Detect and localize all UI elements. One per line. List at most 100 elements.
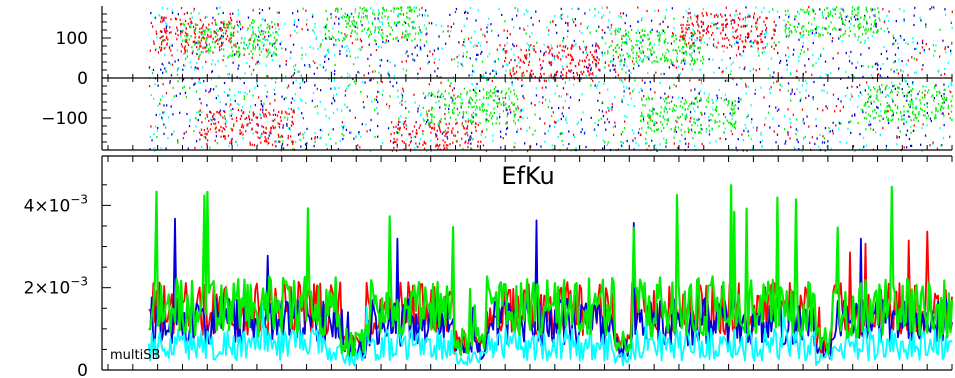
scatter-point-blue xyxy=(585,65,588,69)
scatter-point-green xyxy=(398,131,400,134)
scatter-point-red xyxy=(233,31,235,34)
scatter-point-green xyxy=(294,64,297,67)
scatter-point-green xyxy=(644,29,646,32)
scatter-point-red xyxy=(163,28,165,31)
scatter-point-red xyxy=(444,134,446,137)
scatter-point-red xyxy=(436,143,438,146)
scatter-point-red xyxy=(606,118,609,121)
scatter-point-cyan xyxy=(231,112,233,116)
scatter-point-green xyxy=(688,105,690,108)
scatter-point-cyan xyxy=(163,111,165,114)
scatter-point-red xyxy=(681,35,684,38)
scatter-point-blue xyxy=(219,109,222,112)
scatter-point-green xyxy=(693,48,695,52)
scatter-point-cyan xyxy=(322,39,324,42)
scatter-point-blue xyxy=(453,87,455,90)
scatter-point-green xyxy=(284,116,286,119)
scatter-point-blue xyxy=(223,110,225,113)
scatter-point-blue xyxy=(435,133,437,136)
scatter-point-blue xyxy=(375,42,377,46)
scatter-point-red xyxy=(526,150,529,153)
scatter-point-red xyxy=(277,133,280,136)
scatter-point-green xyxy=(649,41,651,44)
scatter-point-cyan xyxy=(945,51,947,54)
scatter-point-green xyxy=(186,50,188,53)
scatter-point-red xyxy=(598,68,600,71)
scatter-point-red xyxy=(538,79,540,82)
scatter-point-blue xyxy=(899,35,902,38)
scatter-point-cyan xyxy=(164,46,167,49)
scatter-point-green xyxy=(647,122,649,125)
scatter-point-red xyxy=(591,72,593,76)
scatter-point-red xyxy=(491,79,493,83)
scatter-point-red xyxy=(185,27,187,30)
scatter-point-cyan xyxy=(458,54,460,57)
scatter-point-green xyxy=(215,23,218,26)
scatter-point-blue xyxy=(612,63,614,66)
scatter-point-red xyxy=(477,145,479,148)
scatter-point-cyan xyxy=(398,13,400,16)
scatter-point-red xyxy=(921,46,924,49)
scatter-point-green xyxy=(493,107,495,110)
scatter-point-blue xyxy=(530,102,533,105)
scatter-point-red xyxy=(713,14,716,18)
scatter-point-cyan xyxy=(399,121,401,124)
scatter-point-red xyxy=(354,116,356,119)
scatter-point-green xyxy=(260,50,263,53)
scatter-point-cyan xyxy=(239,91,241,94)
scatter-point-cyan xyxy=(903,118,906,121)
scatter-point-cyan xyxy=(299,82,301,85)
scatter-point-green xyxy=(330,16,332,19)
scatter-point-blue xyxy=(416,54,418,57)
scatter-point-cyan xyxy=(702,7,704,11)
scatter-point-cyan xyxy=(315,37,317,40)
scatter-point-red xyxy=(805,70,807,74)
scatter-point-blue xyxy=(876,62,878,65)
scatter-point-green xyxy=(687,127,689,130)
scatter-point-red xyxy=(169,26,171,29)
scatter-point-red xyxy=(217,42,219,45)
scatter-point-red xyxy=(335,15,337,18)
scatter-point-blue xyxy=(238,64,240,67)
scatter-point-red xyxy=(523,28,525,31)
scatter-point-red xyxy=(259,137,261,140)
scatter-point-green xyxy=(838,16,840,19)
scatter-point-blue xyxy=(302,78,304,81)
scatter-point-green xyxy=(430,92,433,95)
scatter-point-green xyxy=(466,93,468,96)
scatter-point-cyan xyxy=(237,25,239,28)
scatter-point-green xyxy=(671,35,673,38)
scatter-point-blue xyxy=(163,104,165,107)
scatter-point-cyan xyxy=(236,102,239,105)
scatter-point-green xyxy=(694,122,697,125)
scatter-point-red xyxy=(403,141,405,144)
scatter-point-red xyxy=(587,66,590,69)
scatter-point-cyan xyxy=(581,93,583,96)
scatter-point-cyan xyxy=(805,89,807,92)
scatter-point-green xyxy=(276,31,278,34)
scatter-point-blue xyxy=(261,104,264,107)
scatter-point-red xyxy=(195,27,197,30)
scatter-point-cyan xyxy=(193,10,195,13)
scatter-point-cyan xyxy=(317,112,319,115)
scatter-point-blue xyxy=(747,15,749,18)
scatter-point-cyan xyxy=(732,31,734,34)
scatter-point-red xyxy=(530,74,532,77)
scatter-point-green xyxy=(786,34,788,37)
scatter-point-green xyxy=(326,18,329,21)
scatter-point-blue xyxy=(161,116,163,119)
scatter-point-green xyxy=(216,34,219,37)
scatter-point-red xyxy=(722,26,724,29)
scatter-point-red xyxy=(548,29,550,32)
scatter-point-blue xyxy=(405,21,407,25)
scatter-point-red xyxy=(257,136,259,139)
scatter-point-blue xyxy=(840,77,842,80)
scatter-point-blue xyxy=(694,97,696,100)
scatter-point-green xyxy=(252,18,254,22)
scatter-point-green xyxy=(455,118,457,121)
scatter-point-green xyxy=(665,97,667,100)
scatter-point-green xyxy=(772,8,774,11)
scatter-point-blue xyxy=(897,46,899,50)
scatter-point-blue xyxy=(943,93,945,96)
scatter-point-blue xyxy=(296,25,298,28)
